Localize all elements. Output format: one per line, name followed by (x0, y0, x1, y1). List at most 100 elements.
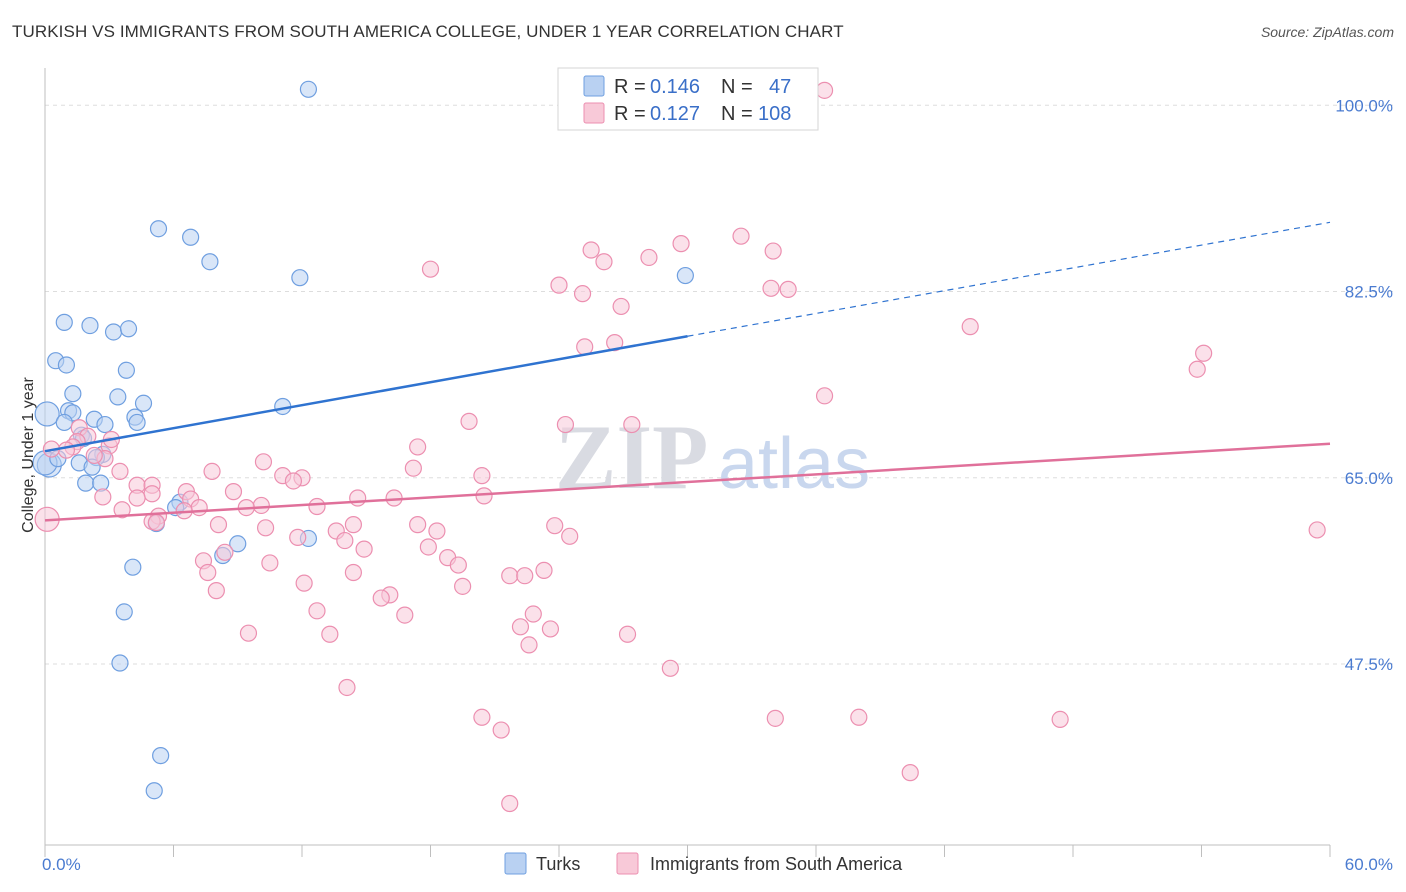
turks-r-label: R = (614, 76, 646, 98)
immigrants-point (612, 297, 630, 316)
turks-swatch (583, 75, 605, 97)
immigrants-point (254, 453, 273, 471)
immigrants-point (618, 625, 637, 643)
y-tick-label: 100.0% (1335, 96, 1393, 115)
legend-turks-swatch (504, 852, 527, 875)
immigrants-n-value: 108 (758, 103, 791, 125)
immigrants-point (541, 620, 560, 638)
turks-point (57, 356, 76, 374)
immigrants-point (321, 625, 339, 643)
immigrants-point (419, 538, 437, 556)
immigrants-point (473, 708, 491, 726)
immigrants-point (473, 467, 491, 485)
turks-point (104, 323, 123, 341)
immigrants-point (815, 81, 834, 99)
immigrants-point (516, 567, 534, 585)
y-tick-label: 47.5% (1345, 655, 1393, 674)
turks-point (676, 266, 694, 285)
immigrants-point (1188, 360, 1206, 378)
immigrants-point (85, 446, 103, 465)
legend-immigrants-swatch (616, 852, 639, 875)
turks-point (182, 228, 200, 246)
immigrants-point (355, 540, 373, 558)
immigrants-swatch (583, 102, 605, 124)
turks-n-label: N = (721, 76, 753, 98)
turks-point (115, 603, 133, 621)
immigrants-point (561, 527, 579, 545)
immigrants-point (128, 489, 146, 507)
immigrants-point (623, 415, 641, 434)
immigrants-point (338, 678, 356, 697)
immigrants-point (190, 498, 208, 517)
immigrants-point (349, 489, 367, 507)
turks-point (128, 413, 146, 432)
watermark: ZIP atlas (555, 406, 870, 508)
turks-trend-extension (687, 221, 1331, 337)
immigrants-point (779, 280, 797, 298)
immigrants-n-label: N = (721, 103, 753, 125)
immigrants-point (113, 501, 131, 519)
immigrants-point (556, 415, 575, 434)
legend-immigrants-label: Immigrants from South America (650, 854, 903, 874)
immigrants-point (308, 602, 326, 620)
immigrants-point (207, 582, 225, 600)
immigrants-point (409, 516, 427, 534)
immigrants-point (901, 764, 919, 782)
immigrants-point (546, 517, 564, 535)
immigrants-point (520, 636, 538, 654)
immigrants-point (764, 242, 782, 260)
turks-point (299, 80, 318, 98)
immigrants-point (209, 516, 228, 534)
immigrants-point (344, 563, 362, 582)
immigrants-point (396, 606, 414, 624)
turks-point (64, 385, 82, 403)
immigrants-point (372, 589, 390, 607)
turks-point (96, 415, 114, 434)
turks-point (119, 320, 138, 338)
immigrants-point (252, 496, 270, 515)
immigrants-r-label: R = (614, 103, 646, 125)
immigrants-point (1051, 710, 1069, 729)
immigrants-point (550, 276, 568, 294)
immigrants-point (535, 561, 553, 579)
immigrants-point (224, 483, 243, 501)
immigrants-point (492, 721, 510, 739)
x-tick-label: 0.0% (42, 855, 81, 874)
turks-point (109, 388, 127, 406)
immigrants-point (203, 462, 221, 481)
axes: 47.5% 65.0% 82.5% 100.0% 0.0% 60.0% (42, 68, 1393, 874)
stats-legend: R = 0.146 N = 47 R = 0.127 N = 108 (557, 67, 819, 131)
bottom-legend: Turks Immigrants from South America (504, 852, 903, 875)
legend-turks-label: Turks (536, 854, 580, 874)
x-tick-label: 60.0% (1345, 855, 1393, 874)
immigrants-point (308, 497, 326, 516)
immigrants-point (216, 543, 234, 561)
immigrants-point (284, 472, 303, 490)
turks-trend-line (44, 334, 688, 453)
immigrants-point (595, 253, 613, 271)
immigrants-point (573, 285, 592, 303)
y-axis-label: College, Under 1 year (20, 377, 37, 533)
immigrants-point (582, 241, 600, 259)
turks-point (229, 535, 247, 553)
immigrants-point (1308, 521, 1326, 539)
immigrants-point (850, 708, 868, 726)
turks-point (149, 220, 168, 238)
turks-point (55, 313, 73, 331)
immigrants-point (143, 485, 161, 503)
turks-n-value: 47 (769, 76, 791, 98)
immigrants-point (289, 528, 307, 546)
immigrants-point (766, 709, 784, 727)
immigrants-point (111, 462, 129, 481)
immigrants-point (256, 519, 275, 537)
turks-point (111, 654, 129, 672)
grid-lines (45, 104, 1395, 665)
immigrants-point (460, 412, 478, 430)
turks-point (152, 746, 170, 765)
turks-point (81, 316, 99, 335)
turks-point (124, 558, 142, 576)
chart-title: TURKISH VS IMMIGRANTS FROM SOUTH AMERICA… (12, 22, 844, 41)
immigrants-point (449, 556, 467, 574)
immigrants-point (475, 487, 493, 505)
